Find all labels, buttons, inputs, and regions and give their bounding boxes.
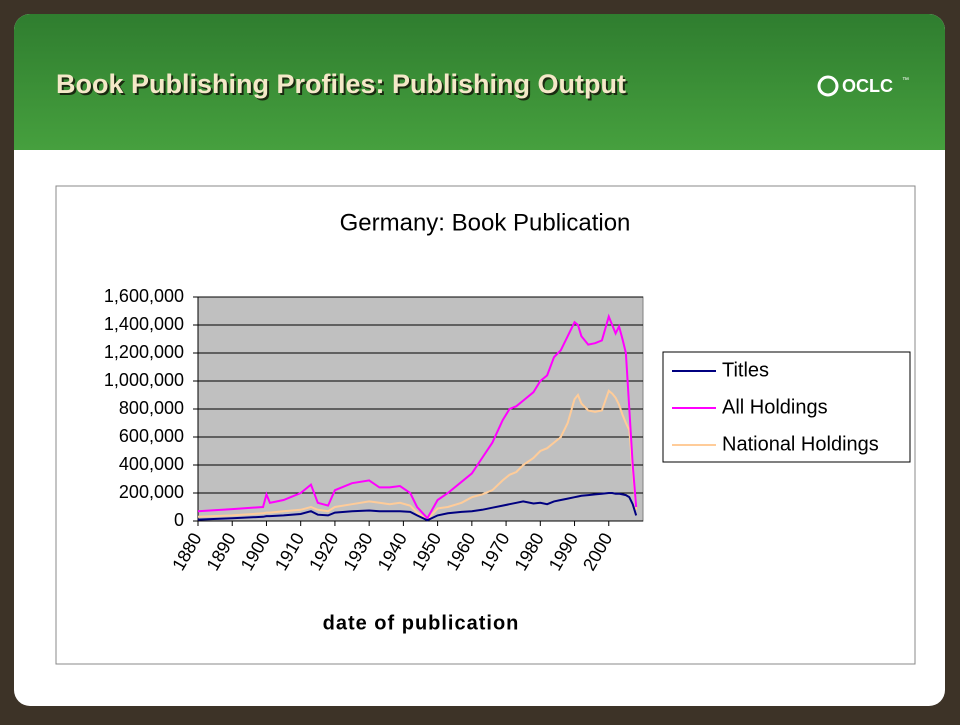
logo-tm: ™ [902, 77, 909, 84]
y-tick-label: 1,200,000 [104, 342, 184, 362]
y-tick-label: 600,000 [119, 426, 184, 446]
header-bar [14, 14, 945, 150]
legend-label: National Holdings [722, 433, 879, 455]
y-tick-label: 1,600,000 [104, 286, 184, 306]
y-tick-label: 400,000 [119, 454, 184, 474]
y-tick-label: 0 [174, 510, 184, 530]
data-line [197, 492, 638, 522]
legend-label: Titles [722, 359, 769, 381]
logo: OCLC ™ [817, 75, 909, 97]
x-axis-label: date of publication [323, 612, 520, 634]
data-line [197, 313, 638, 520]
logo-icon [817, 75, 839, 97]
y-tick-label: 200,000 [119, 482, 184, 502]
y-tick-label: 800,000 [119, 398, 184, 418]
chart-title: Germany: Book Publication [340, 209, 631, 236]
y-tick-label: 1,400,000 [104, 314, 184, 334]
data-line [197, 389, 638, 521]
y-tick-label: 1,000,000 [104, 370, 184, 390]
slide-title: Book Publishing Profiles: Publishing Out… [56, 69, 626, 99]
title-shadow: Book Publishing Profiles: Publishing Out… [58, 71, 628, 101]
logo-text: OCLC [842, 76, 893, 96]
legend-label: All Holdings [722, 396, 828, 418]
